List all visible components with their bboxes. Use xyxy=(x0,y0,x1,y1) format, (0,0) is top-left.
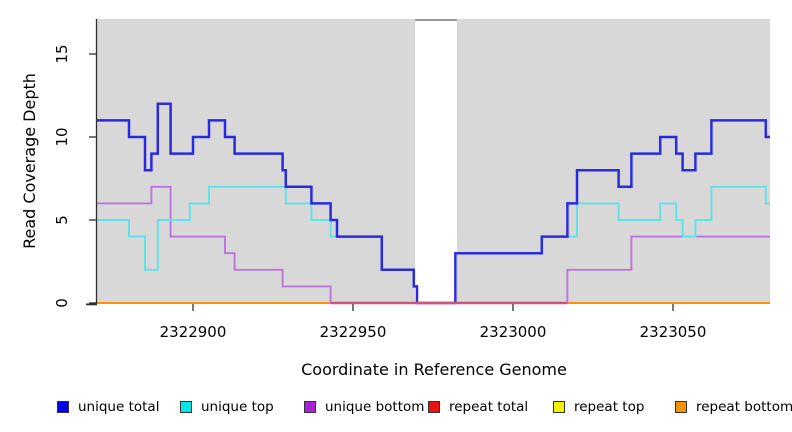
series-line-unique-bottom xyxy=(97,185,770,304)
legend-swatch-repeat-total xyxy=(428,401,440,413)
legend-swatch-unique-bottom xyxy=(304,401,316,413)
y-axis-title: Read Coverage Depth xyxy=(20,73,39,249)
x-axis-title: Coordinate in Reference Genome xyxy=(301,360,567,379)
y-tick-label: 5 xyxy=(53,215,71,225)
coverage-depth-chart: 2322900 2322950 2323000 2323050 0 5 10 15 Coord… xyxy=(20,19,770,379)
legend-label: unique bottom xyxy=(325,399,425,415)
chart-legend: unique total unique top unique bottom re… xyxy=(0,398,792,424)
series-lines xyxy=(97,102,770,305)
legend-item-unique-top: unique top xyxy=(180,398,274,416)
x-tick-label: 2322900 xyxy=(160,323,227,341)
x-tick-label: 2322950 xyxy=(320,323,387,341)
x-tick-label: 2323000 xyxy=(480,323,547,341)
legend-item-repeat-top: repeat top xyxy=(553,398,644,416)
x-tick-label: 2323050 xyxy=(640,323,707,341)
legend-item-repeat-bottom: repeat bottom xyxy=(675,398,792,416)
axes: 2322900 2322950 2323000 2323050 0 5 10 15 xyxy=(53,19,706,341)
series-line-unique-total xyxy=(97,102,770,305)
legend-swatch-unique-top xyxy=(180,401,192,413)
legend-label: unique top xyxy=(201,399,274,415)
legend-swatch-repeat-top xyxy=(553,401,565,413)
legend-label: repeat top xyxy=(574,399,645,415)
legend-item-unique-bottom: unique bottom xyxy=(304,398,424,416)
legend-label: repeat bottom xyxy=(696,399,792,415)
legend-label: unique total xyxy=(78,399,160,415)
y-tick-label: 0 xyxy=(53,298,71,308)
legend-swatch-repeat-bottom xyxy=(675,401,687,413)
plot-panel xyxy=(97,19,770,303)
y-tick-label: 10 xyxy=(53,127,71,146)
legend-item-unique-total: unique total xyxy=(57,398,159,416)
y-tick-label: 15 xyxy=(53,44,71,63)
legend-label: repeat total xyxy=(449,399,529,415)
legend-item-repeat-total: repeat total xyxy=(428,398,528,416)
legend-swatch-unique-total xyxy=(57,401,69,413)
